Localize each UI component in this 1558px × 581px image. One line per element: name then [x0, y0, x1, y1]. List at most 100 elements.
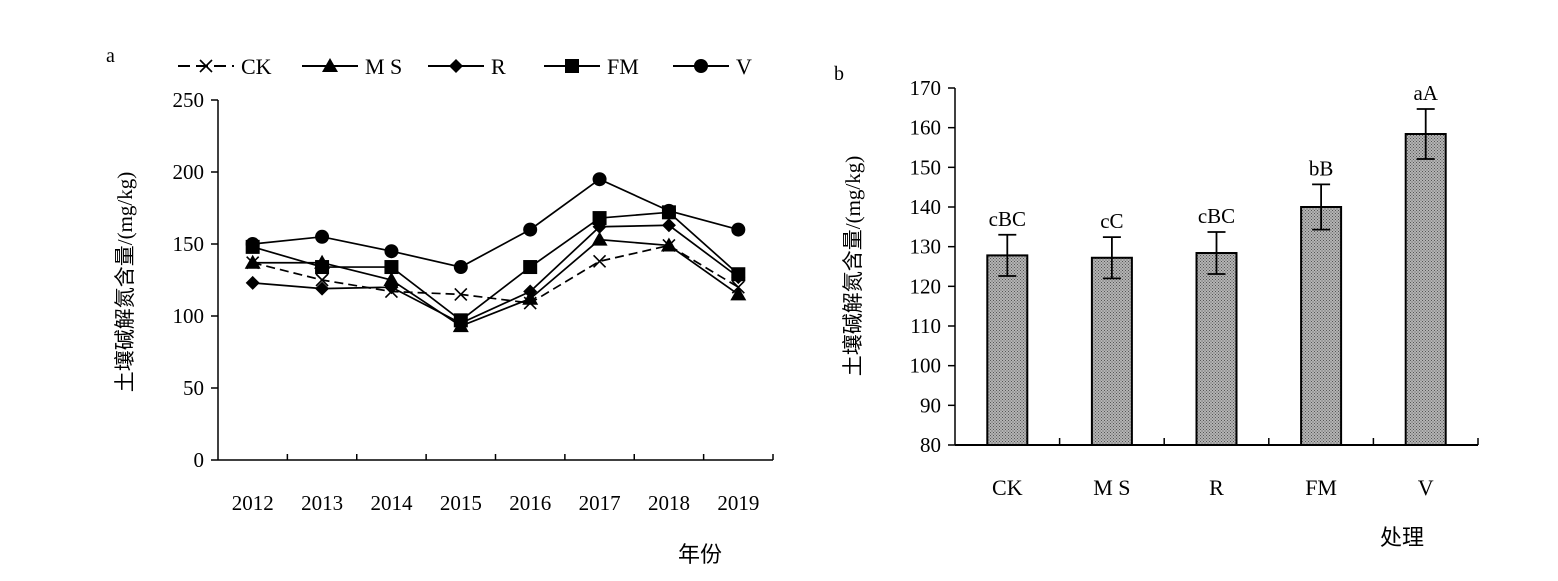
x-tick-label-b: FM [1305, 475, 1337, 500]
data-point [245, 237, 260, 251]
data-point [453, 313, 468, 328]
legend-item-ck: CK [178, 54, 272, 79]
significance-label: cBC [989, 207, 1026, 231]
series-v [245, 172, 746, 275]
y-tick-label-b: 170 [910, 76, 942, 100]
data-point [315, 229, 330, 244]
legend-a: CK M S R FM V [178, 54, 752, 79]
data-point [592, 211, 607, 226]
data-point [730, 286, 747, 301]
y-tick-label-a: 0 [194, 448, 205, 472]
error-bar [1207, 231, 1226, 275]
y-axis-label-b: 土壤碱解氮含量/(mg/kg) [841, 156, 865, 377]
y-tick-label-b: 100 [910, 354, 942, 378]
data-point [315, 281, 330, 296]
bar-group-ms: cC [1090, 209, 1133, 447]
y-tick-label-a: 50 [183, 376, 204, 400]
data-point [523, 260, 538, 275]
legend-label: FM [607, 54, 639, 79]
legend-marker [449, 59, 463, 73]
y-axis-label-a: 土壤碱解氮含量/(mg/kg) [113, 172, 137, 393]
bar [1090, 256, 1133, 447]
series-line [252, 211, 739, 322]
legend-label: CK [241, 54, 272, 79]
data-point [244, 254, 261, 269]
legend-item-v: V [673, 54, 752, 79]
x-tick-label-a: 2013 [301, 491, 343, 515]
bar [1195, 252, 1238, 446]
data-point [383, 272, 400, 286]
data-point [453, 260, 468, 275]
bar [1300, 206, 1343, 446]
data-point [384, 280, 399, 295]
significance-label: aA [1413, 81, 1438, 105]
legend-item-ms: M S [302, 54, 402, 79]
bar-group-v: aA [1404, 81, 1447, 446]
data-point [661, 218, 676, 233]
y-tick-label-a: 100 [173, 304, 205, 328]
x-tick-label-a: 2014 [370, 491, 413, 515]
data-point [523, 284, 538, 299]
y-tick-label-a: 150 [173, 232, 205, 256]
x-tick-label-a: 2016 [509, 491, 551, 515]
bar-group-fm: bB [1300, 156, 1343, 446]
x-tick-label-b: M S [1093, 475, 1130, 500]
data-point [660, 237, 677, 252]
bar [986, 254, 1029, 446]
y-tick-label-b: 80 [920, 433, 941, 457]
y-ticks-a: 0 50 100 150 200 250 [173, 88, 218, 472]
data-point [592, 172, 607, 187]
error-bar [1102, 236, 1121, 280]
y-ticks-b: 80 90 100 110 120 130 140 150 160 170 [910, 76, 955, 457]
bar [1404, 133, 1447, 446]
x-tick-label-b: R [1209, 475, 1224, 500]
y-tick-label-b: 110 [910, 314, 941, 338]
significance-label: cBC [1198, 204, 1235, 228]
data-point [591, 231, 608, 246]
y-tick-label-a: 250 [173, 88, 205, 112]
series-line [252, 178, 739, 268]
y-tick-label-b: 160 [910, 116, 942, 140]
series-fm [245, 205, 746, 328]
x-tick-label-a: 2018 [648, 491, 690, 515]
legend-label: M S [365, 54, 402, 79]
x-tick-label-a: 2017 [579, 491, 621, 515]
x-ticks-b: CK M S R FM V [992, 438, 1479, 500]
y-tick-label-b: 120 [910, 274, 942, 298]
error-bar [1312, 183, 1331, 231]
legend-marker [199, 59, 213, 73]
x-tick-label-b: V [1418, 475, 1434, 500]
panel-b: b 80 90 100 110 120 130 140 150 160 170 cBC cC cBC b… [834, 63, 1479, 550]
legend-item-r: R [428, 54, 506, 79]
y-tick-label-a: 200 [173, 160, 205, 184]
data-point [661, 203, 676, 218]
series-a [244, 172, 747, 333]
legend-marker [322, 58, 338, 72]
x-tick-label-a: 2012 [232, 491, 274, 515]
x-tick-label-b: CK [992, 475, 1023, 500]
legend-item-fm: FM [544, 54, 639, 79]
bar-group-ck: cBC [986, 207, 1029, 446]
significance-label: cC [1100, 209, 1123, 233]
legend-label: V [736, 54, 752, 79]
x-tick-label-a: 2015 [440, 491, 482, 515]
y-tick-label-b: 130 [910, 235, 942, 259]
data-point [384, 260, 399, 275]
data-point [731, 222, 746, 237]
panel-a-label: a [106, 45, 115, 67]
legend-label: R [491, 54, 506, 79]
y-tick-label-b: 150 [910, 155, 942, 179]
y-tick-label-b: 140 [910, 195, 942, 219]
data-point [315, 260, 330, 275]
significance-label: bB [1309, 156, 1334, 180]
data-point [454, 287, 468, 301]
series-line [252, 224, 739, 325]
axes-a [217, 100, 773, 461]
x-ticks-a: 2012 2013 2014 2015 2016 2017 2018 2019 [232, 454, 774, 515]
panel-b-label: b [834, 63, 844, 85]
error-bar [1416, 108, 1435, 160]
error-bar [998, 233, 1017, 277]
legend-marker [694, 59, 708, 73]
data-point [523, 222, 538, 237]
